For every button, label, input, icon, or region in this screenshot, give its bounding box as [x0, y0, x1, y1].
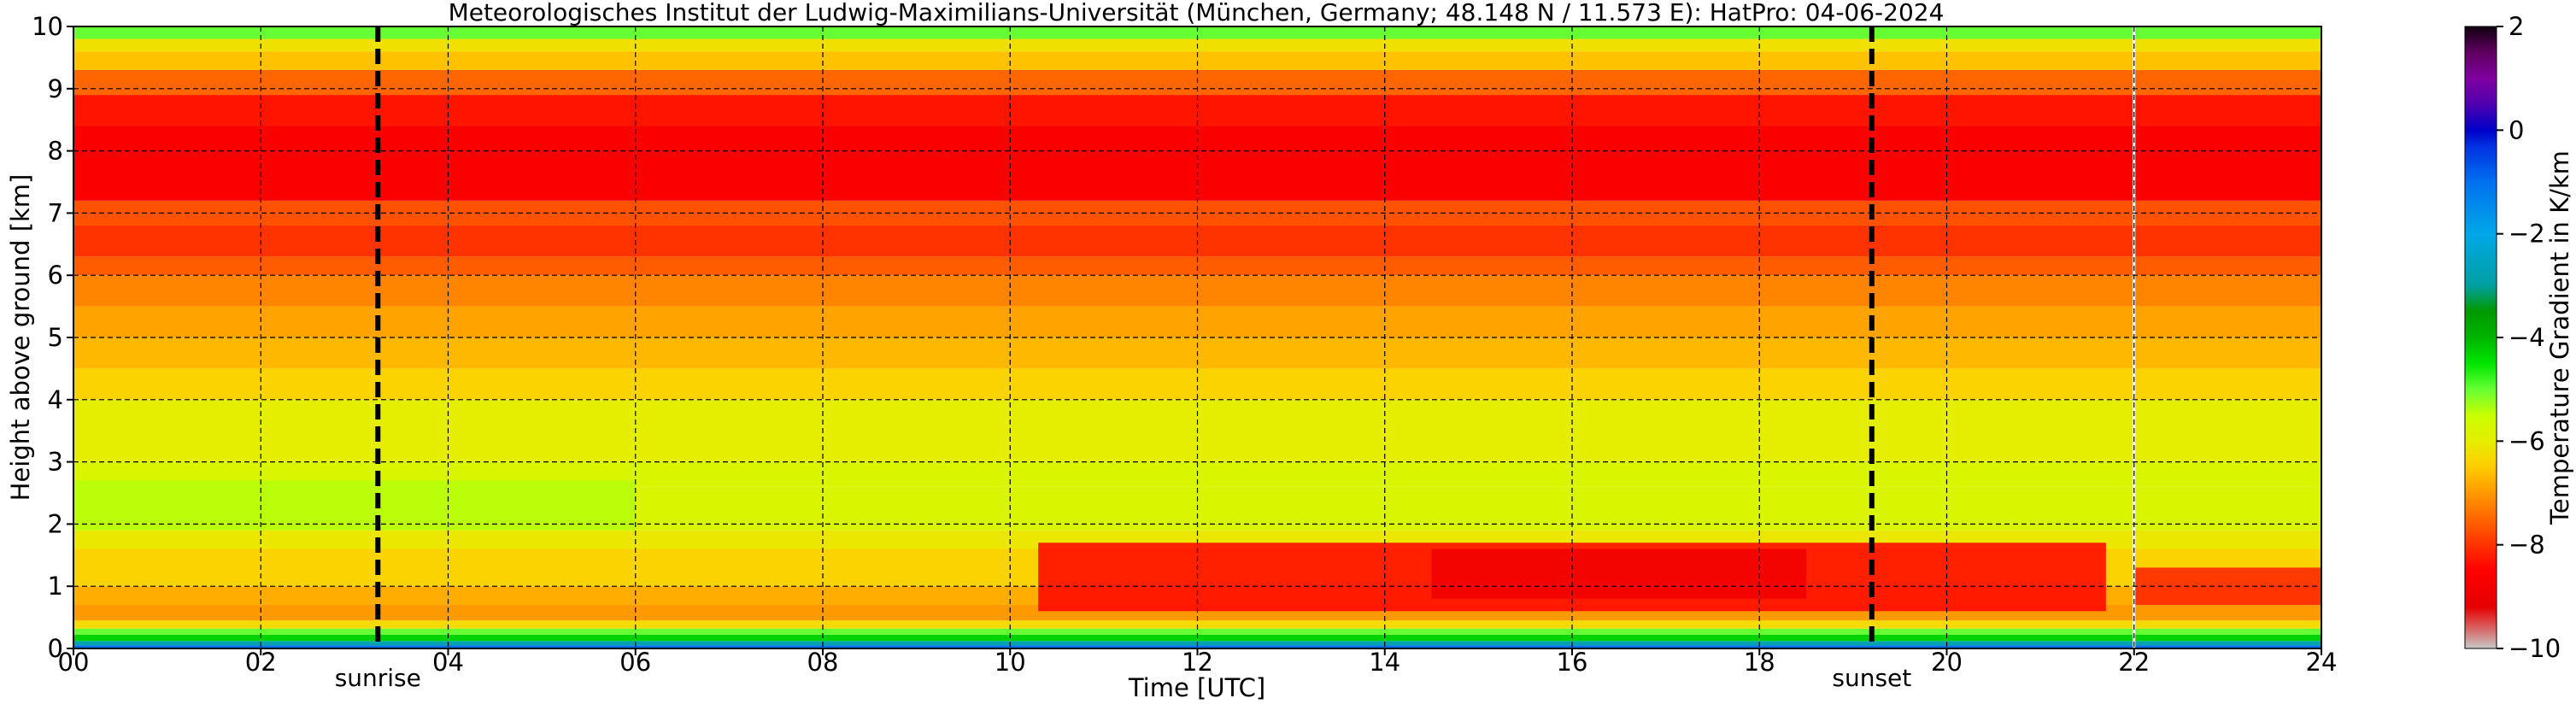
x-axis-label: Time [UTC]	[1128, 673, 1265, 702]
y-tick-label: 1	[48, 572, 63, 601]
event-lines: sunrise sunset	[335, 26, 1911, 692]
colorbar-tick-label: 2	[2509, 12, 2524, 41]
y-tick-label: 0	[48, 634, 63, 663]
grid-lines	[73, 26, 2321, 648]
y-tick-label: 3	[48, 448, 63, 477]
y-axis-label: Height above ground [km]	[6, 174, 35, 502]
profile-layer	[73, 645, 2321, 648]
profile-layer	[73, 628, 2321, 635]
sunrise-label: sunrise	[335, 664, 421, 692]
sunset-label: sunset	[1832, 664, 1911, 692]
x-tick-label: 00	[58, 648, 90, 677]
y-tick-label: 8	[48, 137, 63, 166]
y-ticks: 0 1 2 3 4 5 6 7 8 9 10	[32, 12, 73, 663]
colorbar-tick-label: −8	[2509, 531, 2545, 560]
y-tick-label: 2	[48, 509, 63, 538]
y-tick-label: 5	[48, 323, 63, 352]
y-tick-label: 7	[48, 198, 63, 227]
x-ticks: 00 02 04 06 08 10 12 14 16 18 20 22 24	[58, 648, 2338, 677]
x-tick-label: 04	[432, 648, 464, 677]
colorbar-ticks: 2 0 −2 −4 −6 −8 −10	[2497, 12, 2561, 663]
colorbar-tick-label: −10	[2509, 634, 2561, 663]
chart-title: Meteorologisches Institut der Ludwig-Max…	[449, 0, 1945, 26]
x-tick-label: 08	[807, 648, 839, 677]
profile-layer	[73, 620, 2321, 629]
x-tick-label: 12	[1182, 648, 1213, 677]
x-tick-label: 16	[1557, 648, 1588, 677]
x-tick-label: 18	[1744, 648, 1775, 677]
colorbar-tick-label: −2	[2509, 220, 2545, 249]
x-tick-label: 02	[245, 648, 277, 677]
colorbar	[2464, 26, 2497, 649]
y-tick-label: 6	[48, 261, 63, 290]
y-tick-label: 9	[48, 74, 63, 103]
colorbar-tick-label: −6	[2509, 426, 2545, 455]
feature-region	[73, 480, 636, 531]
colorbar-tick-label: 0	[2509, 115, 2524, 144]
y-tick-label: 10	[32, 12, 63, 41]
x-tick-label: 10	[995, 648, 1026, 677]
feature-region	[1431, 549, 1807, 599]
colorbar-tick-label: −4	[2509, 323, 2545, 352]
colorbar-label: Temperature Gradient in K/km	[2545, 150, 2574, 525]
x-tick-label: 24	[2306, 648, 2338, 677]
x-tick-label: 14	[1369, 648, 1400, 677]
x-tick-label: 20	[1931, 648, 1963, 677]
x-tick-label: 06	[619, 648, 651, 677]
x-tick-label: 22	[2118, 648, 2150, 677]
y-tick-label: 4	[48, 385, 63, 414]
